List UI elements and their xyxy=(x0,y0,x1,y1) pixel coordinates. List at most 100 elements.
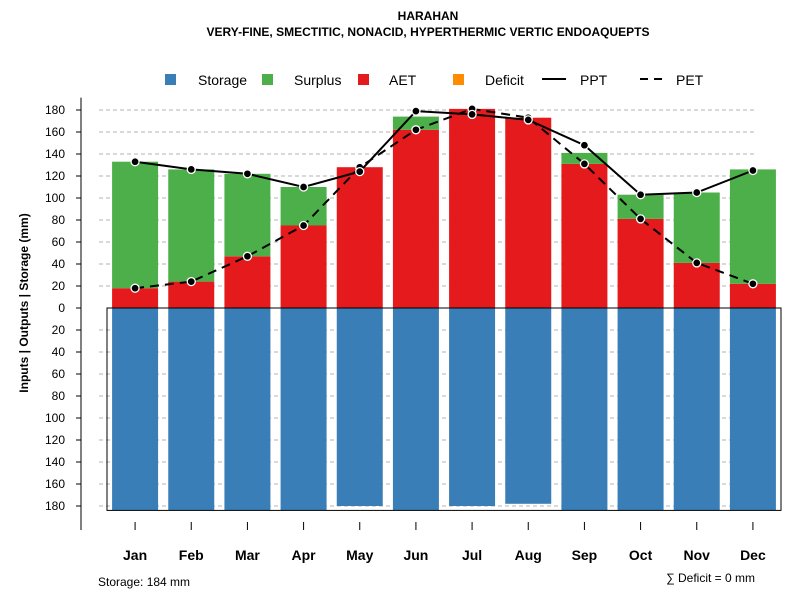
storage-bar xyxy=(561,308,608,511)
y-tick-label: 100 xyxy=(45,411,65,425)
y-tick-label: 20 xyxy=(52,323,66,337)
pet-point xyxy=(748,279,758,289)
x-tick-label: Apr xyxy=(292,547,317,563)
surplus-bar xyxy=(112,161,159,289)
x-tick-label: Jun xyxy=(403,547,428,563)
surplus-bar xyxy=(673,192,720,263)
legend-label: Deficit xyxy=(485,72,524,88)
ppt-point xyxy=(411,106,421,116)
y-tick-label: 120 xyxy=(45,169,65,183)
ppt-point xyxy=(355,166,365,177)
ppt-point xyxy=(186,164,196,175)
pet-point xyxy=(411,125,421,135)
aet-bar xyxy=(112,288,159,308)
storage-bar xyxy=(505,308,552,504)
storage-capacity-frame xyxy=(106,307,782,511)
aet-bar xyxy=(392,129,439,308)
y-tick-label: 40 xyxy=(52,257,66,271)
bars xyxy=(106,108,782,511)
x-tick-label: Dec xyxy=(740,547,766,563)
chart-subtitle: VERY-FINE, SMECTITIC, NONACID, HYPERTHER… xyxy=(207,25,650,39)
pet-point xyxy=(298,220,309,231)
storage-bar xyxy=(224,308,271,511)
y-tick-label: 160 xyxy=(45,125,65,139)
x-tick-label: Feb xyxy=(179,547,204,563)
storage-note: Storage: 184 mm xyxy=(98,575,190,589)
y-tick-label: 120 xyxy=(45,433,65,447)
y-tick-label: 60 xyxy=(52,367,66,381)
surplus-bar xyxy=(168,169,215,282)
x-tick-label: Oct xyxy=(629,547,653,563)
y-tick-label: 180 xyxy=(45,499,65,513)
x-tick-label: May xyxy=(346,547,373,563)
ppt-point xyxy=(130,157,140,167)
legend-swatch xyxy=(262,74,273,85)
x-tick-label: Aug xyxy=(515,547,542,563)
pet-point xyxy=(635,214,646,224)
x-tick-label: Jul xyxy=(462,547,482,563)
deficit-note: ∑ Deficit = 0 mm xyxy=(666,571,755,585)
pet-line xyxy=(134,107,754,290)
x-tick-label: Nov xyxy=(684,547,711,563)
y-tick-label: 80 xyxy=(52,389,66,403)
legend: Storage Surplus AET Deficit PPT PET xyxy=(165,72,704,88)
aet-bar xyxy=(280,225,327,308)
storage-bar xyxy=(112,308,159,511)
ppt-point xyxy=(523,115,533,125)
pet-point xyxy=(579,159,590,169)
storage-bar xyxy=(729,308,776,511)
storage-bar xyxy=(392,308,439,511)
y-tick-label: 40 xyxy=(52,345,66,359)
ppt-point xyxy=(242,169,253,179)
legend-swatch xyxy=(358,74,369,85)
x-axis: Jan Feb Mar Apr May Jun Jul Aug Sep Oct Nov Dec xyxy=(123,522,766,563)
ppt-point xyxy=(298,182,309,192)
storage-bar xyxy=(336,308,383,506)
legend-swatch xyxy=(165,74,176,85)
y-tick-label: 140 xyxy=(45,147,65,161)
y-tick-label: 140 xyxy=(45,455,65,469)
ppt-point xyxy=(467,109,477,120)
surplus-bar xyxy=(561,152,608,164)
y-axis: 180 160 140 120 100 80 60 40 20 0 20 40 60 80 100 120 14… xyxy=(45,97,82,530)
chart-title: HARAHAN xyxy=(398,9,459,23)
series-lines xyxy=(130,104,758,293)
surplus-bar xyxy=(224,173,271,257)
legend-label: Storage xyxy=(198,72,247,88)
aet-bar xyxy=(224,256,271,308)
surplus-bar xyxy=(280,187,327,226)
y-tick-label: 80 xyxy=(52,213,66,227)
pet-point xyxy=(186,276,196,287)
legend-label: Surplus xyxy=(294,72,341,88)
aet-bar xyxy=(617,218,664,308)
aet-bar xyxy=(561,163,608,308)
storage-bar xyxy=(617,308,664,511)
aet-bar xyxy=(673,262,720,308)
legend-label: AET xyxy=(389,72,417,88)
pet-point xyxy=(130,283,140,293)
ppt-line xyxy=(134,110,754,196)
storage-bar xyxy=(168,308,215,511)
x-tick-label: Jan xyxy=(123,547,147,563)
y-tick-label: 0 xyxy=(58,301,65,315)
storage-bar xyxy=(449,308,496,506)
legend-swatch xyxy=(453,74,464,85)
x-tick-label: Sep xyxy=(572,547,598,563)
legend-label: PPT xyxy=(580,72,608,88)
surplus-bar xyxy=(392,116,439,130)
y-axis-label: Inputs | Outputs | Storage (mm) xyxy=(17,213,31,392)
storage-bar xyxy=(280,308,327,511)
y-tick-label: 60 xyxy=(52,235,66,249)
surplus-bar xyxy=(729,169,776,284)
ppt-point xyxy=(692,187,702,198)
aet-bar xyxy=(449,108,496,309)
y-tick-label: 180 xyxy=(45,103,65,117)
y-tick-label: 160 xyxy=(45,477,65,491)
aet-bar xyxy=(336,167,383,308)
pet-point xyxy=(692,258,702,268)
ppt-point xyxy=(579,140,590,150)
ppt-point xyxy=(748,165,758,176)
x-tick-label: Mar xyxy=(235,547,260,563)
pet-point xyxy=(242,251,253,261)
